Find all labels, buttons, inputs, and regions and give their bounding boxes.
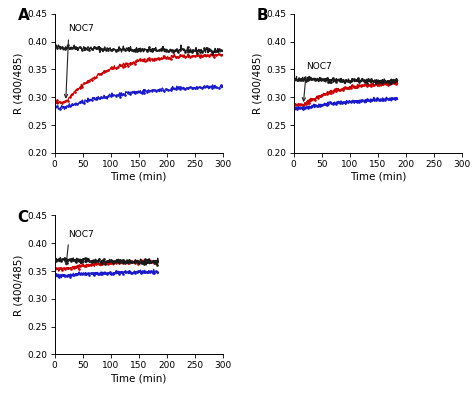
Text: C: C [18,210,28,225]
X-axis label: Time (min): Time (min) [110,373,167,383]
Y-axis label: R (400/485): R (400/485) [253,53,263,114]
Y-axis label: R (400/485): R (400/485) [13,53,23,114]
Text: A: A [18,8,29,23]
Text: NOC7: NOC7 [306,61,332,70]
X-axis label: Time (min): Time (min) [110,171,167,182]
Text: NOC7: NOC7 [69,24,94,33]
X-axis label: Time (min): Time (min) [350,171,406,182]
Y-axis label: R (400/485): R (400/485) [13,254,23,316]
Text: B: B [256,8,268,23]
Text: NOC7: NOC7 [69,230,94,239]
